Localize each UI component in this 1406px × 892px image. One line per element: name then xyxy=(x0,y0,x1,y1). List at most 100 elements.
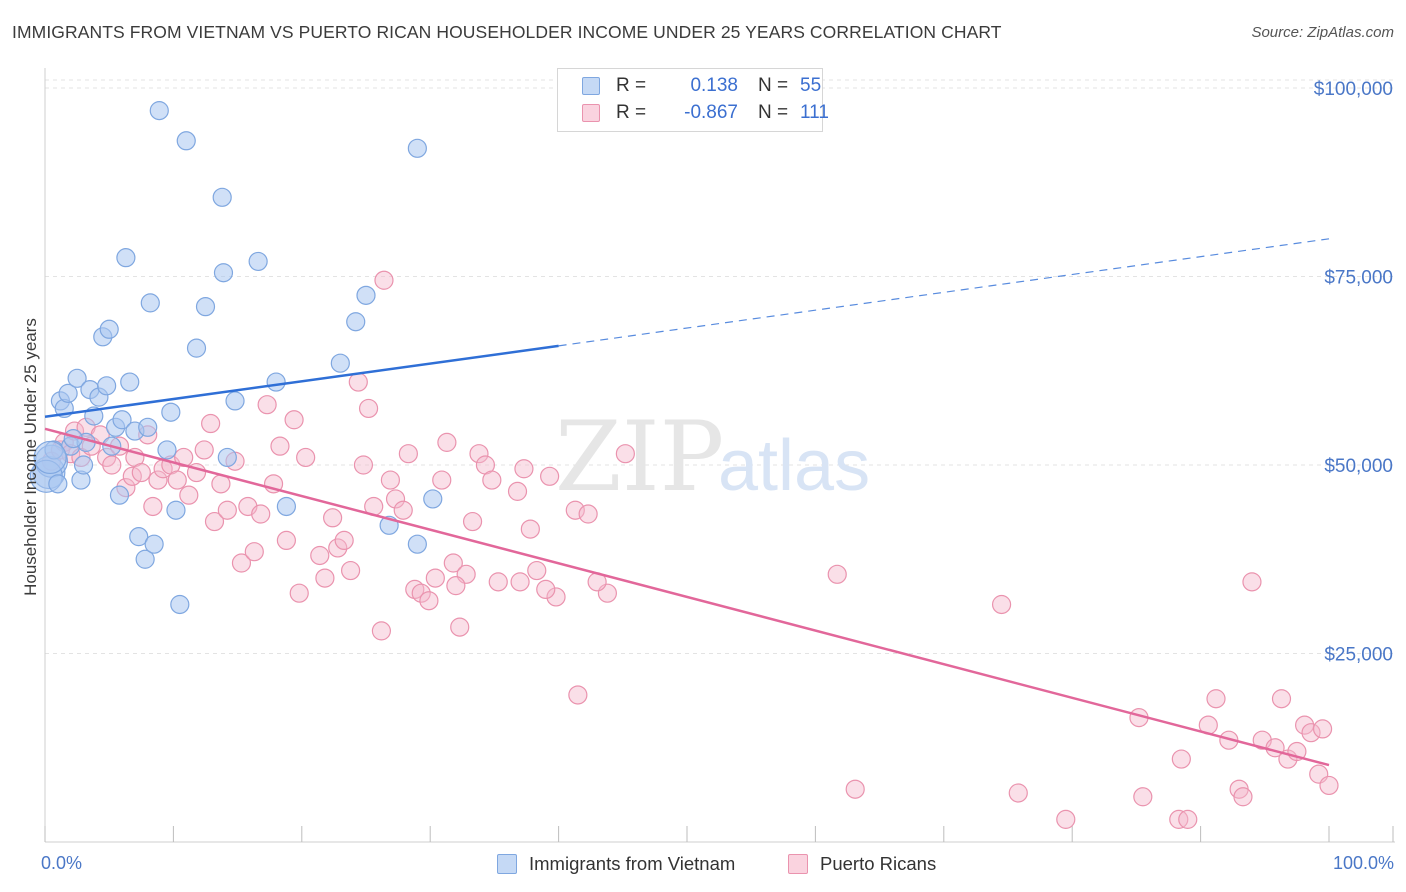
puerto-rican-point xyxy=(179,485,199,505)
legend-n-label: N = xyxy=(758,75,789,96)
trend-lines xyxy=(44,238,1330,767)
vietnam-point xyxy=(161,402,181,422)
puerto-rican-point xyxy=(340,560,361,581)
puerto-rican-point xyxy=(507,481,528,501)
vietnam-point xyxy=(407,534,427,554)
vietnam-point xyxy=(144,534,164,554)
vietnam-point xyxy=(157,440,177,460)
vietnam-point xyxy=(176,131,196,151)
puerto-rican-point xyxy=(1301,723,1321,743)
vietnam-trend-line xyxy=(44,344,559,418)
puerto-rican-point xyxy=(131,462,151,483)
legend-r-label: R = xyxy=(616,102,647,123)
puerto-rican-point xyxy=(432,470,452,490)
vietnam-point xyxy=(67,368,87,388)
puerto-rican-point xyxy=(289,583,309,603)
vietnam-point xyxy=(330,353,350,373)
puerto-rican-point xyxy=(1242,572,1262,592)
vietnam-point xyxy=(407,138,427,158)
legend-row-vietnam: R = 0.138 N = 55 xyxy=(582,74,821,98)
puerto-rican-point xyxy=(385,489,406,509)
puerto-rican-point xyxy=(1312,719,1333,739)
legend-n-value: 55 xyxy=(800,75,822,96)
vietnam-point xyxy=(58,383,78,403)
puerto-rican-point xyxy=(217,500,237,520)
puerto-rican-point xyxy=(482,470,502,490)
puerto-ricans-trend-line xyxy=(44,427,1330,767)
puerto-rican-point xyxy=(425,568,445,588)
puerto-rican-point xyxy=(251,504,271,524)
puerto-rican-point xyxy=(536,579,556,600)
puerto-rican-point xyxy=(527,560,547,581)
vietnam-point xyxy=(140,293,160,313)
legend-r-value: 0.138 xyxy=(690,75,738,96)
puerto-ricans-points xyxy=(41,270,1339,829)
puerto-rican-point xyxy=(615,444,635,464)
puerto-rican-point xyxy=(102,455,122,475)
watermark-zip: ZIP xyxy=(555,401,724,513)
x-tick-label: 100.0% xyxy=(1333,853,1394,873)
bottom-swatch-vietnam xyxy=(497,854,517,874)
puerto-rican-point xyxy=(244,542,264,562)
watermark: ZIP atlas xyxy=(555,401,870,513)
puerto-rican-point xyxy=(201,413,221,434)
puerto-rican-point xyxy=(398,444,418,464)
puerto-rican-point xyxy=(1171,749,1191,769)
vietnam-point xyxy=(48,474,68,494)
vietnam-point xyxy=(109,485,130,505)
puerto-rican-point xyxy=(310,545,330,566)
legend-r-value: -0.867 xyxy=(684,102,738,123)
y-tick-label: $75,000 xyxy=(1324,268,1393,289)
puerto-rican-point xyxy=(546,587,566,607)
vietnam-point xyxy=(186,338,207,358)
vietnam-point xyxy=(213,263,234,283)
puerto-rican-point xyxy=(380,470,400,490)
puerto-rican-point xyxy=(520,519,540,539)
vietnam-point xyxy=(346,312,366,332)
vietnam-point xyxy=(129,527,149,547)
vietnam-point xyxy=(33,440,67,475)
legend-swatch-puerto-ricans xyxy=(582,104,600,122)
y-tick-label: $25,000 xyxy=(1324,645,1393,666)
source-credit: Source: ZipAtlas.com xyxy=(1251,24,1394,41)
legend-n-value: 111 xyxy=(800,102,829,123)
puerto-rican-point xyxy=(358,398,379,419)
y-tick-label: $100,000 xyxy=(1314,79,1393,100)
vietnam-point xyxy=(266,372,286,392)
puerto-rican-point xyxy=(323,508,343,528)
puerto-rican-point xyxy=(488,572,508,592)
vietnam-point xyxy=(120,372,140,392)
legend-n-label: N = xyxy=(758,102,789,123)
vietnam-point xyxy=(423,489,443,509)
puerto-rican-point xyxy=(411,583,431,603)
vietnam-point xyxy=(138,417,158,437)
puerto-rican-point xyxy=(148,470,168,490)
puerto-rican-point xyxy=(374,270,394,290)
puerto-rican-point xyxy=(204,511,225,532)
puerto-rican-point xyxy=(270,436,290,456)
puerto-rican-point xyxy=(565,500,585,520)
x-tick-label: 0.0% xyxy=(41,853,82,873)
vietnam-point xyxy=(99,319,119,339)
bottom-legend-vietnam: Immigrants from Vietnam xyxy=(497,852,735,876)
legend-r-label: R = xyxy=(616,75,647,96)
puerto-rican-point xyxy=(568,685,588,705)
vietnam-point xyxy=(248,251,268,272)
puerto-rican-point xyxy=(462,511,483,532)
puerto-rican-point xyxy=(1271,689,1292,709)
puerto-rican-point xyxy=(167,470,187,490)
puerto-rican-point xyxy=(1319,775,1339,796)
bottom-swatch-puerto-ricans xyxy=(788,854,808,874)
puerto-rican-point xyxy=(827,564,847,584)
vietnam-point xyxy=(116,248,136,268)
vietnam-point xyxy=(135,549,155,569)
puerto-rican-point xyxy=(514,459,534,479)
puerto-rican-point xyxy=(257,395,277,415)
puerto-rican-point xyxy=(348,372,368,392)
puerto-rican-point xyxy=(315,568,335,588)
vietnam-point xyxy=(225,391,245,411)
puerto-rican-point xyxy=(1233,787,1253,807)
puerto-rican-point xyxy=(276,530,296,551)
puerto-rican-point xyxy=(284,410,304,430)
